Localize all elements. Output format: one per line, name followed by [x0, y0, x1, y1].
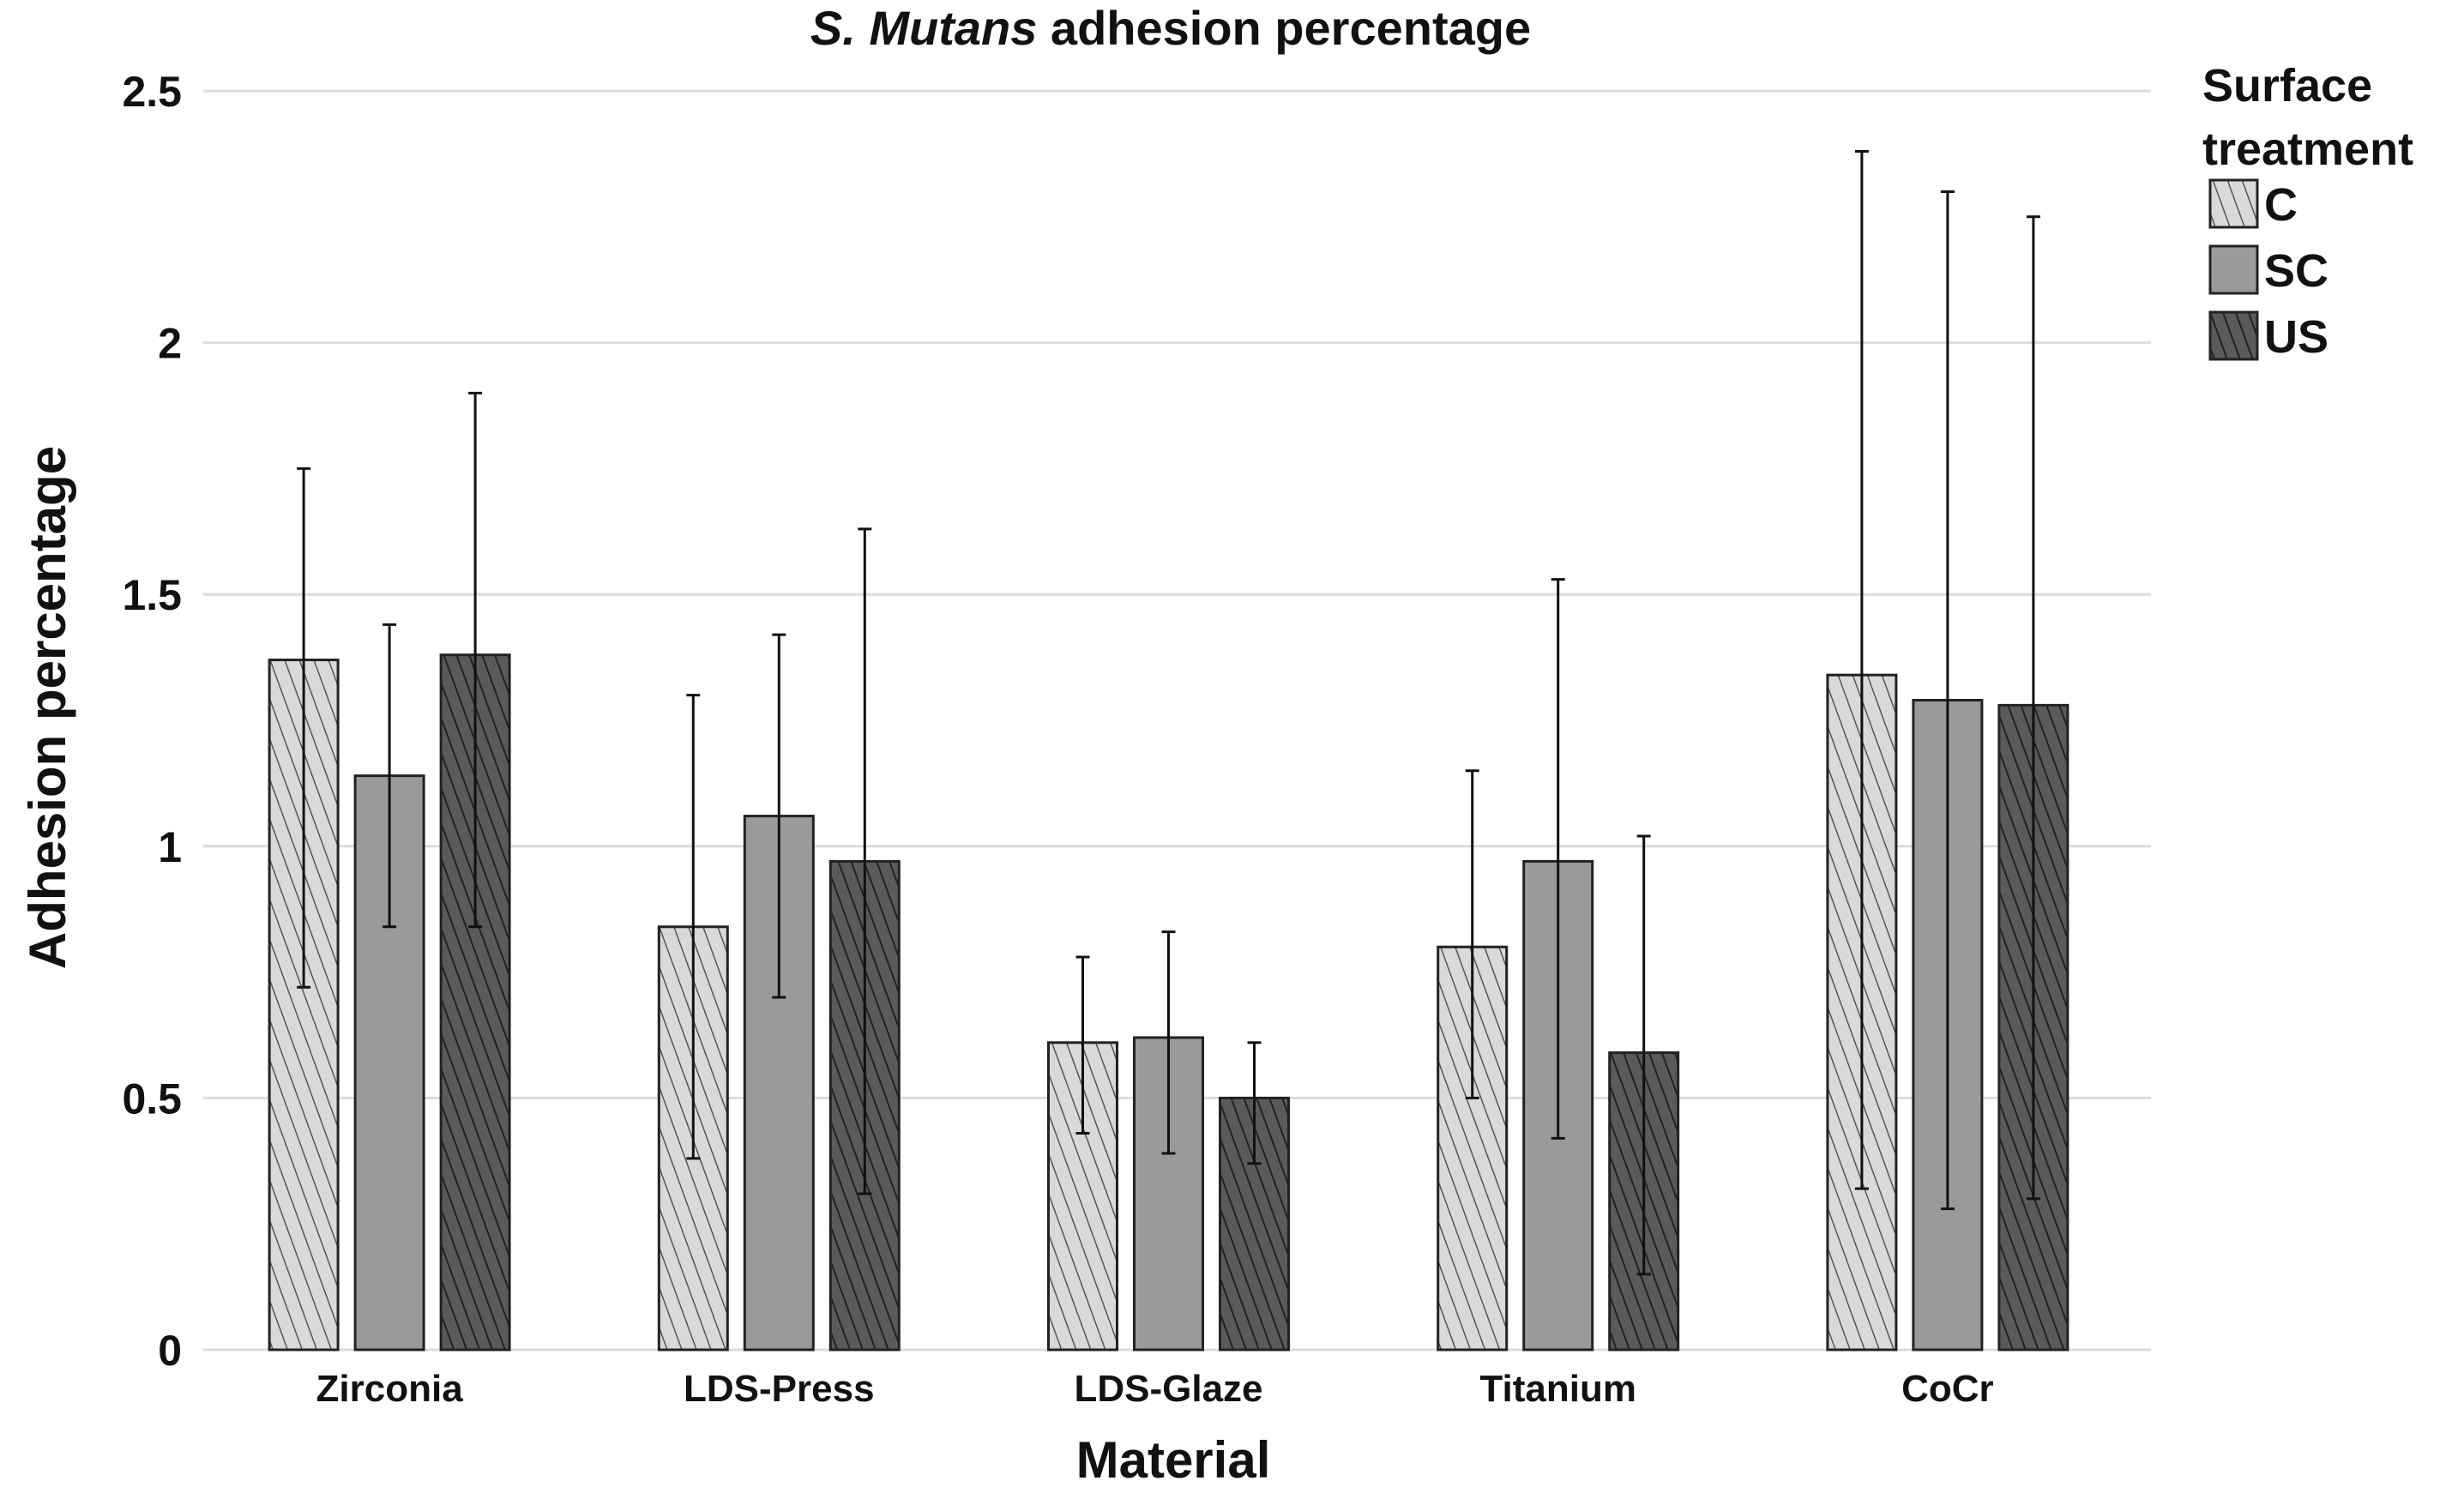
category-labels: Zirconia LDS-Press LDS-Glaze Titanium CoCr — [316, 1368, 1994, 1410]
chart-title-italic: S. Mutans — [810, 1, 1037, 55]
y-tick-label: 2.5 — [122, 68, 182, 116]
x-category-label: LDS-Glaze — [1074, 1368, 1262, 1410]
error-bars — [297, 149, 2040, 1276]
y-tick-label: 1.5 — [122, 571, 182, 619]
legend-label-sc: SC — [2264, 245, 2328, 297]
legend-items: C SC US — [2208, 178, 2328, 363]
chart-title: S. Mutans adhesion percentage — [810, 1, 1531, 55]
y-axis-title: Adhesion percentage — [19, 446, 76, 969]
x-axis-title: Material — [1076, 1431, 1271, 1489]
y-tick-label: 1 — [158, 823, 182, 871]
y-tick-labels: 0 0.5 1 1.5 2 2.5 — [122, 68, 182, 1375]
legend-swatch-us — [2208, 310, 2259, 361]
legend-swatch-c — [2208, 178, 2259, 229]
legend-label-c: C — [2264, 179, 2298, 231]
x-category-label: Zirconia — [316, 1368, 464, 1410]
legend-label-us: US — [2264, 311, 2328, 363]
x-category-label: CoCr — [1901, 1368, 1994, 1410]
y-tick-label: 0.5 — [122, 1075, 182, 1123]
y-tick-label: 2 — [158, 320, 182, 368]
y-tick-label: 0 — [158, 1327, 182, 1375]
legend-title-line1: Surface — [2202, 60, 2372, 111]
x-category-label: LDS-Press — [684, 1368, 875, 1410]
chart-title-rest: adhesion percentage — [1037, 1, 1531, 55]
legend-title-line2: treatment — [2202, 123, 2413, 175]
x-category-label: Titanium — [1479, 1368, 1636, 1410]
legend: Surface treatment C SC US — [2202, 60, 2413, 363]
legend-swatch-sc — [2208, 244, 2259, 295]
